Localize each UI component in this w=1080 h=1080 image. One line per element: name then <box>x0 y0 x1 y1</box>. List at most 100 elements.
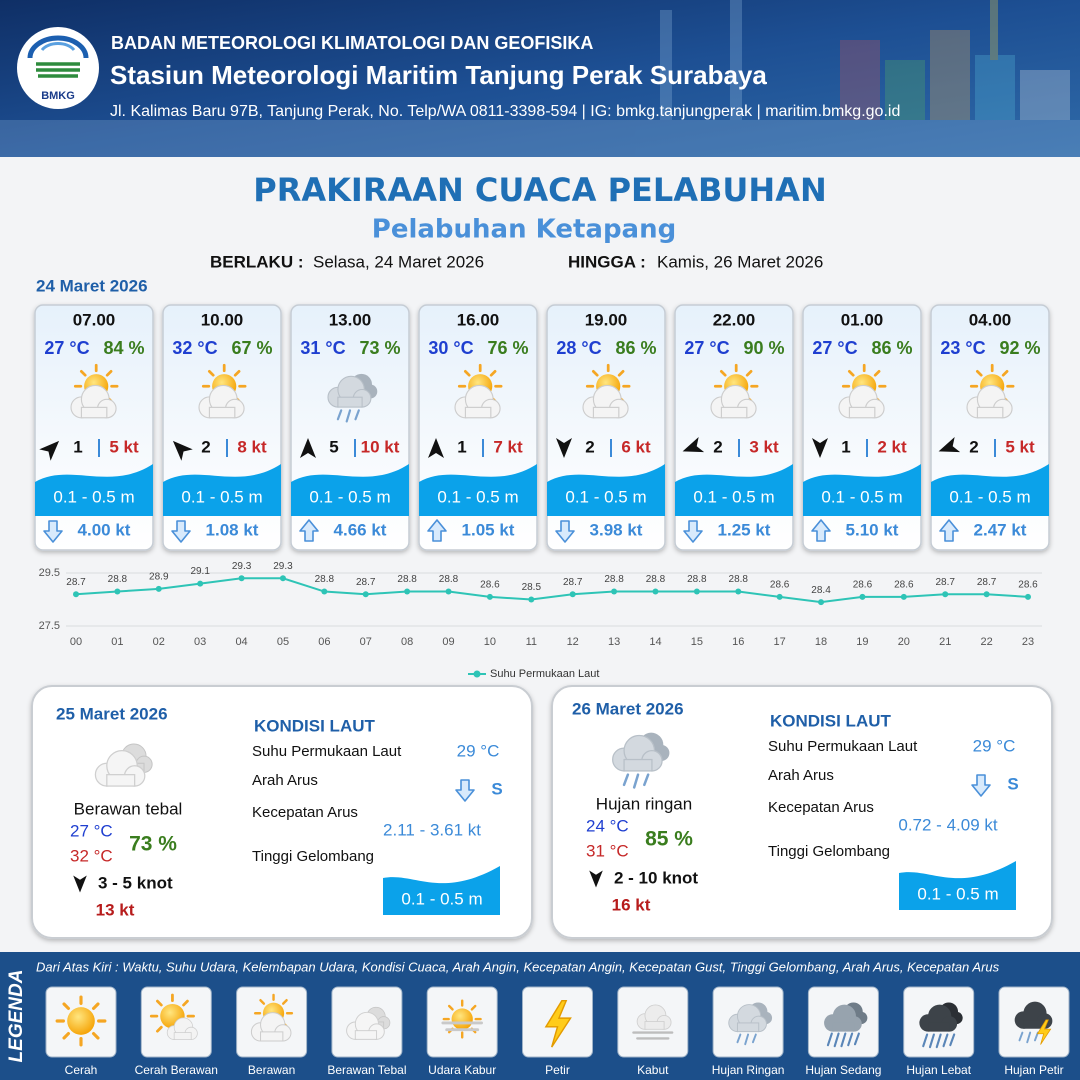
arrow-shape <box>300 438 316 458</box>
wave-area <box>547 464 665 516</box>
current-speed: 1.25 kt <box>718 520 771 539</box>
weather-icon <box>443 1001 482 1038</box>
wave-height: 0.1 - 0.5 m <box>181 487 262 506</box>
rect-part <box>990 0 998 60</box>
data-label: 28.6 <box>894 579 914 590</box>
sea-label: Arah Arus <box>252 772 318 789</box>
wave-area <box>931 464 1049 516</box>
legend-marker <box>473 670 481 678</box>
page-subtitle: Pelabuhan Ketapang <box>372 215 676 245</box>
current-speed: 3.98 kt <box>590 520 643 539</box>
wave-area <box>35 464 153 516</box>
current-direction-arrow <box>455 779 475 802</box>
series-point <box>900 593 907 600</box>
series-point <box>73 591 79 598</box>
series-point <box>859 593 866 600</box>
wave-area <box>163 464 281 516</box>
data-label: 28.6 <box>853 579 873 590</box>
day2-panel <box>31 685 533 939</box>
series-point <box>197 580 204 587</box>
data-label: 28.8 <box>729 574 749 585</box>
x-tick-label: 06 <box>318 636 330 648</box>
path-part <box>27 35 89 59</box>
path-part <box>40 42 76 52</box>
x-tick-label: 21 <box>939 636 951 648</box>
wind-gust: 7 kt <box>493 437 523 456</box>
air-humidity: 90 % <box>743 338 784 358</box>
arrow-shape <box>43 520 63 543</box>
wind-speed: 2 <box>713 437 722 456</box>
x-tick-label: 17 <box>774 636 786 648</box>
weather-condition: Hujan ringan <box>596 794 692 813</box>
wind-gust: 3 kt <box>749 437 779 456</box>
legend-description: Dari Atas Kiri : Waktu, Suhu Udara, Kele… <box>36 959 1000 974</box>
current-speed: 4.66 kt <box>334 520 387 539</box>
wind-speed: 2 <box>201 437 210 456</box>
series-point <box>693 588 700 595</box>
rect-part <box>885 60 925 150</box>
arrow-shape <box>556 438 572 458</box>
data-label: 28.8 <box>397 574 417 585</box>
day3-content: 26 Maret 2026 Hujan ringan 24 °C 31 °C 85 % 2… <box>572 699 1019 914</box>
wave-height: 0.1 - 0.5 m <box>565 487 646 506</box>
wind-range: 2 - 10 knot <box>614 868 698 887</box>
day2-content: 25 Maret 2026 Berawan tebal 27 °C 32 °C 73 %… <box>56 704 503 919</box>
series-point <box>776 593 783 600</box>
legend-item-label: Kabut <box>637 1063 669 1077</box>
arrow-shape <box>683 520 703 543</box>
series-point <box>114 588 121 595</box>
logo-text: BMKG <box>41 90 75 102</box>
wave-area <box>803 464 921 516</box>
sea-label: Kecepatan Arus <box>252 804 358 821</box>
data-label: 29.1 <box>190 566 210 577</box>
air-temperature: 27 °C <box>684 338 729 358</box>
rect-part <box>730 0 742 150</box>
wind-speed: 1 <box>841 437 850 456</box>
wave-height: 0.1 - 0.5 m <box>821 487 902 506</box>
current-speed: 2.47 kt <box>974 520 1027 539</box>
humidity: 85 % <box>645 828 693 851</box>
x-tick-label: 18 <box>815 636 827 648</box>
arrow-shape <box>171 520 191 543</box>
forecast-time: 04.00 <box>969 310 1012 329</box>
min-temperature: 24 °C <box>586 816 629 835</box>
sea-title: KONDISI LAUT <box>254 716 376 735</box>
min-temperature: 27 °C <box>70 821 113 840</box>
data-label: 28.8 <box>687 574 707 585</box>
logo-mark <box>27 35 89 78</box>
wind-direction-arrow <box>556 438 572 458</box>
forecast-card: 19.00 28 °C 86 % 2 6 kt 0.1 - 0.5 m 3.98 kt <box>546 304 666 551</box>
valid-until-label: HINGGA : <box>568 252 646 271</box>
x-tick-label: 07 <box>360 636 372 648</box>
air-temperature: 27 °C <box>44 338 89 358</box>
series-point <box>528 596 535 603</box>
current-speed: 5.10 kt <box>846 520 899 539</box>
wind-direction-arrow <box>938 437 961 453</box>
current-speed: 1.05 kt <box>462 520 515 539</box>
x-tick-label: 14 <box>649 636 661 648</box>
wave-height: 0.1 - 0.5 m <box>309 487 390 506</box>
arrow-shape <box>172 440 193 461</box>
legend-item-label: Hujan Petir <box>1004 1063 1063 1077</box>
air-humidity: 86 % <box>615 338 656 358</box>
date: 25 Maret 2026 <box>56 704 168 723</box>
forecast-time: 07.00 <box>73 310 116 329</box>
series-point <box>321 588 328 595</box>
wave-area <box>419 464 537 516</box>
x-tick-label: 20 <box>898 636 910 648</box>
current-direction-arrow <box>811 519 831 542</box>
wind-direction-arrow <box>300 438 316 458</box>
sea-label: Tinggi Gelombang <box>252 848 374 865</box>
rect-part <box>0 120 1080 157</box>
data-label: 28.6 <box>480 579 500 590</box>
wind-speed: 2 <box>585 437 594 456</box>
forecast-card: 01.00 27 °C 86 % 1 2 kt 0.1 - 0.5 m 5.10 kt <box>802 304 922 551</box>
current-speed: 2.11 - 3.61 kt <box>383 820 481 839</box>
data-label: 29.3 <box>273 561 293 572</box>
x-tick-label: 23 <box>1022 636 1034 648</box>
current-direction-arrow <box>939 519 959 542</box>
series-point <box>942 591 949 598</box>
rect-part <box>975 55 1015 150</box>
